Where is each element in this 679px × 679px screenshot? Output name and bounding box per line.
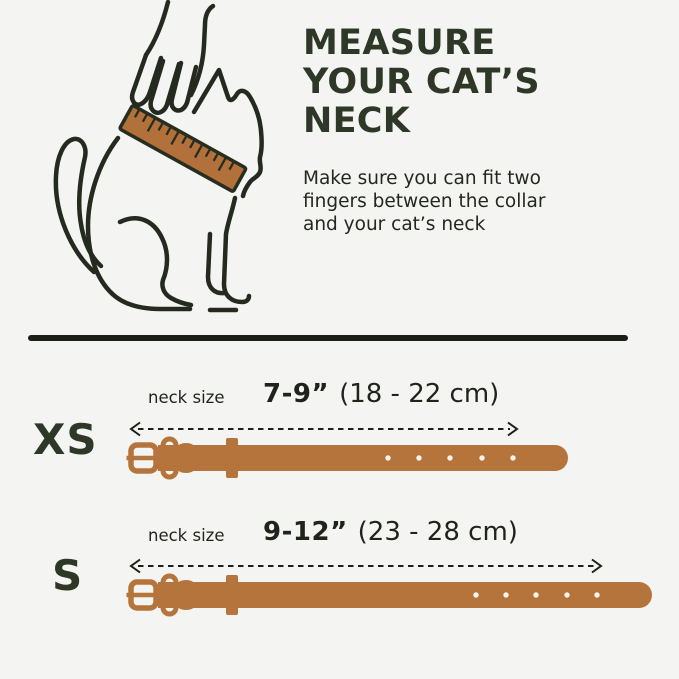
cat-front-leg (221, 195, 252, 305)
size-label-s: S (52, 551, 84, 600)
page-title: MEASURE YOUR CAT’S NECK (303, 24, 540, 141)
collar-graphic-s (126, 573, 652, 617)
page-subtitle: Make sure you can fit two fingers betwee… (303, 168, 546, 235)
title-line-3: NECK (303, 101, 411, 141)
hand-graphic (129, 0, 216, 115)
collar-graphic-xs (126, 436, 568, 480)
cat-head (191, 67, 264, 199)
neck-size-caption-s: neck size (148, 526, 225, 545)
size-label-xs: XS (33, 415, 98, 464)
measurement-cm-s: (23 - 28 cm) (357, 517, 518, 547)
measurement-inches-xs: 7-9” (263, 379, 330, 409)
measurement-cm-xs: (18 - 22 cm) (339, 379, 500, 409)
neck-size-caption-xs: neck size (148, 388, 225, 407)
cat-measuring-illustration (53, 0, 264, 313)
measurement-s: 9-12” (23 - 28 cm) (263, 517, 518, 547)
ruler-graphic (118, 104, 248, 193)
cat-inner-leg (205, 231, 227, 296)
collar-holes-xs (385, 455, 516, 461)
section-divider (28, 335, 628, 341)
measurement-inches-s: 9-12” (263, 517, 348, 547)
title-line-2: YOUR CAT’S (303, 62, 540, 102)
measurement-xs: 7-9” (18 - 22 cm) (263, 379, 499, 409)
cat-back (85, 135, 193, 312)
range-arrow-xs (129, 421, 519, 437)
cat-tail (53, 136, 104, 275)
cat-haunch (117, 216, 194, 308)
collar-holes-s (473, 592, 600, 598)
range-arrow-s (129, 558, 603, 574)
title-line-1: MEASURE (303, 23, 496, 63)
